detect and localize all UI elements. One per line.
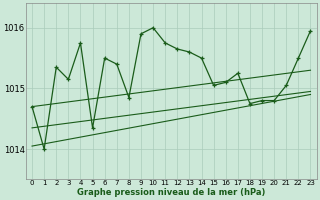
X-axis label: Graphe pression niveau de la mer (hPa): Graphe pression niveau de la mer (hPa) bbox=[77, 188, 266, 197]
